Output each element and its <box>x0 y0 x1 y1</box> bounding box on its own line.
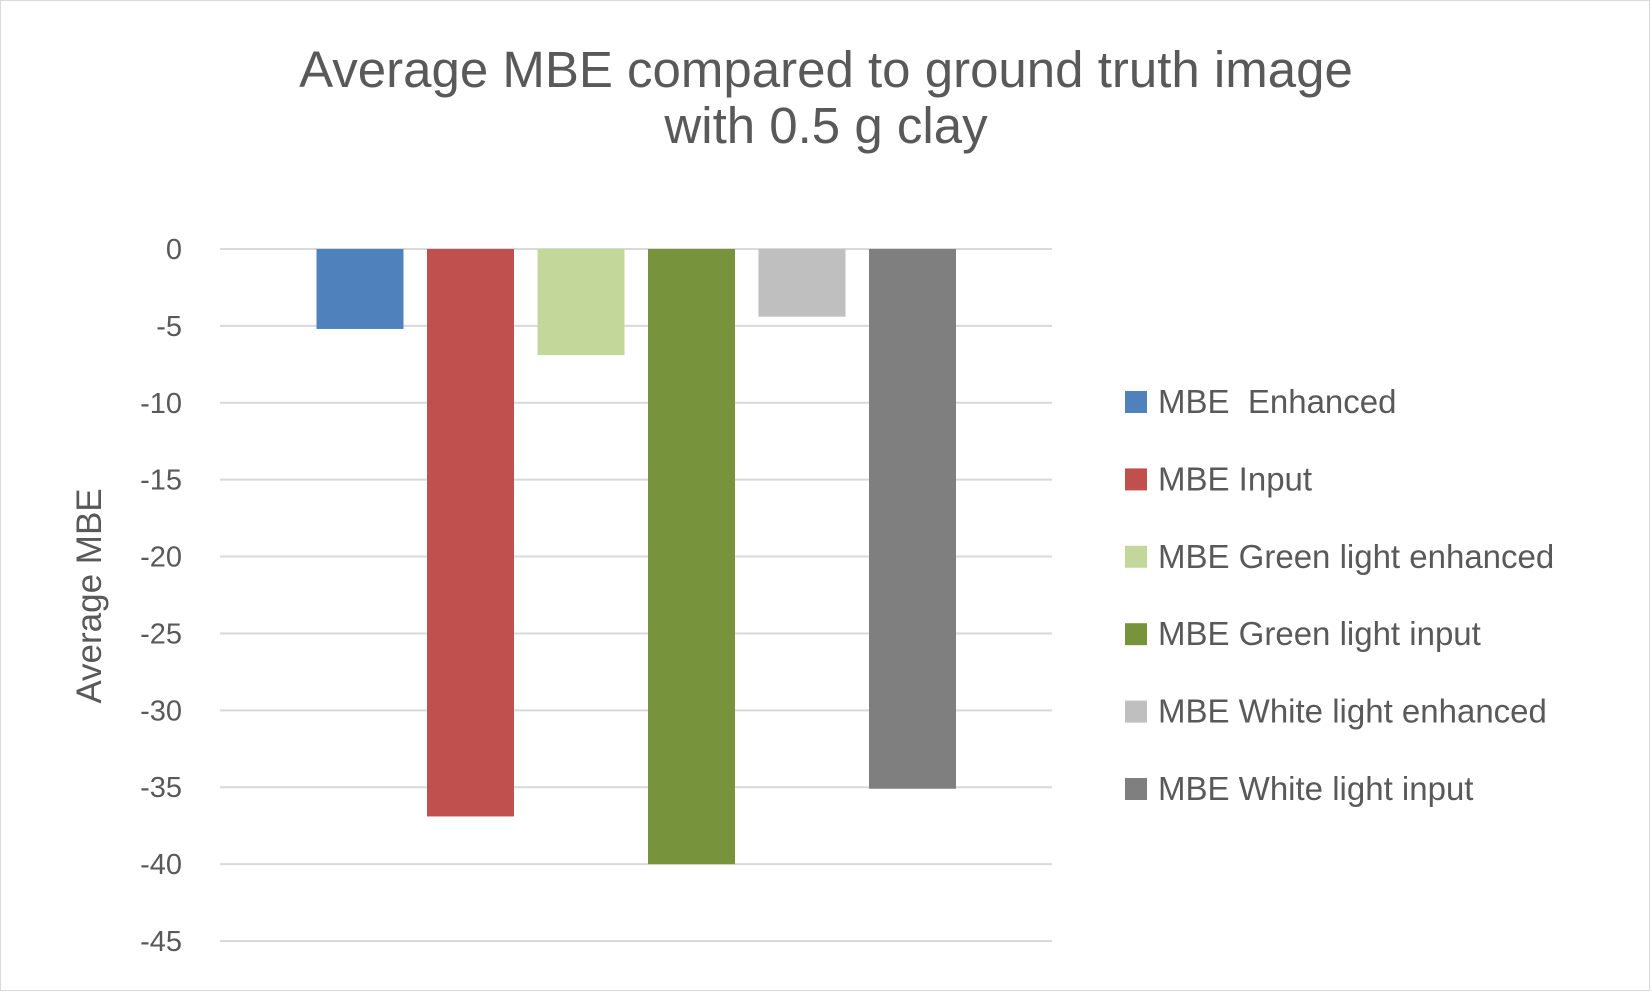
bar <box>869 249 956 789</box>
legend-swatch <box>1125 468 1147 491</box>
y-tick-label: -15 <box>140 465 182 497</box>
chart-title: Average MBE compared to ground truth ima… <box>0 42 1652 154</box>
y-tick-label: -45 <box>140 926 182 958</box>
bar <box>316 249 404 329</box>
legend-swatch <box>1125 700 1147 723</box>
chart-title-line-1: Average MBE compared to ground truth ima… <box>299 41 1353 98</box>
y-tick-labels: 0 -5 -10 -15 -20 -25 -30 -35 -40 -45 <box>140 234 182 958</box>
legend-swatch <box>1125 391 1147 413</box>
legend-swatch <box>1125 545 1147 568</box>
legend-label: MBE White light enhanced <box>1158 693 1547 730</box>
legend-label: MBE Enhanced <box>1158 383 1396 420</box>
legend-label: MBE Input <box>1158 460 1312 497</box>
bars <box>316 249 956 865</box>
y-tick-label: -30 <box>140 695 182 727</box>
legend-label: MBE Green light enhanced <box>1158 538 1554 575</box>
y-tick-label: -35 <box>140 772 182 804</box>
y-tick-label: -10 <box>140 388 182 420</box>
legend-swatch <box>1125 623 1147 646</box>
y-tick-label: -20 <box>140 542 182 574</box>
chart-title-line-2: with 0.5 g clay <box>664 97 988 154</box>
legend: MBE Enhanced MBE Input MBE Green light enh… <box>1125 383 1554 807</box>
bar <box>648 249 735 865</box>
y-axis-label: Average MBE <box>70 488 109 703</box>
legend-label: MBE Green light input <box>1158 615 1481 652</box>
y-tick-label: -25 <box>140 618 182 650</box>
bar <box>427 249 514 817</box>
bar <box>537 249 625 356</box>
y-tick-label: -40 <box>140 849 182 881</box>
y-tick-label: 0 <box>166 234 182 266</box>
bar <box>758 249 846 317</box>
y-tick-label: -5 <box>156 311 182 343</box>
legend-label: MBE White light input <box>1158 770 1473 807</box>
legend-swatch <box>1125 778 1147 800</box>
